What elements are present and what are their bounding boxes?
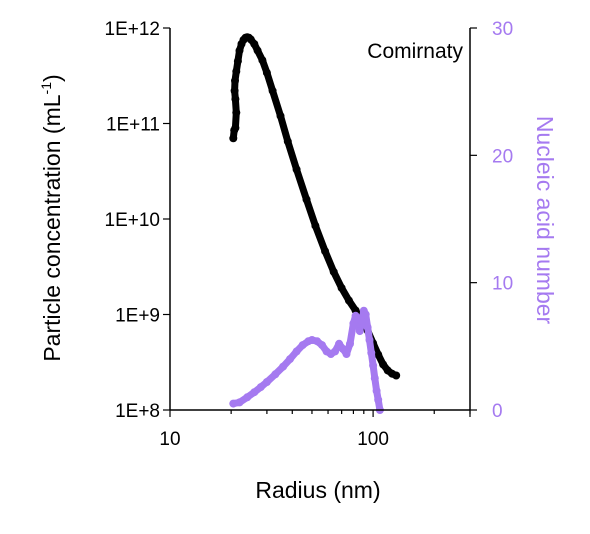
x-tick-label: 10 — [159, 429, 180, 450]
data-point — [262, 68, 271, 77]
data-point — [268, 86, 277, 95]
data-point — [286, 355, 294, 364]
data-point — [232, 67, 241, 76]
data-point — [243, 393, 252, 402]
data-point — [229, 399, 238, 408]
data-point — [369, 361, 378, 370]
y-left-axis-title: Particle concentration (mL-1) — [38, 74, 65, 361]
data-point — [250, 40, 259, 48]
y-left-tick-label: 1E+9 — [115, 306, 160, 327]
x-axis-title: Radius (nm) — [255, 477, 380, 503]
y-right-tick-label: 0 — [492, 401, 503, 422]
series-particle-concentration — [229, 33, 401, 380]
data-point — [374, 350, 383, 359]
data-point — [279, 362, 287, 371]
y-left-tick-label: 1E+8 — [115, 401, 160, 422]
data-point — [276, 111, 285, 120]
data-point — [337, 283, 346, 292]
y-left-axis-title-sup: -1 — [38, 82, 54, 95]
data-point — [292, 347, 301, 356]
data-point — [292, 165, 301, 174]
data-point — [262, 378, 271, 386]
y-left-axis-title-main: Particle concentration (mL — [39, 94, 65, 361]
data-point — [331, 347, 340, 356]
data-point — [321, 247, 330, 256]
data-point — [361, 310, 370, 319]
data-point — [232, 108, 241, 117]
data-point — [365, 336, 374, 344]
data-point — [311, 221, 320, 230]
y-left-axis-title-end: ) — [39, 74, 65, 82]
data-point — [357, 316, 366, 325]
data-point — [235, 398, 244, 407]
series-line — [229, 33, 400, 379]
y-right-tick-label: 30 — [492, 19, 513, 40]
data-point — [298, 341, 307, 350]
data-point — [342, 350, 351, 358]
data-point — [256, 383, 265, 392]
data-point — [329, 267, 338, 276]
y-right-tick-label: 10 — [492, 274, 513, 295]
data-point — [372, 386, 381, 395]
axes-layer: 10 100 1E+8 1E+9 1E+10 1E+11 1E+12 0 10 20 30 — [105, 19, 514, 450]
data-point — [235, 46, 244, 55]
data-point — [392, 371, 401, 380]
data-point — [346, 339, 354, 348]
data-point — [258, 56, 267, 65]
data-point — [253, 46, 262, 55]
series-nucleic-acid-number — [229, 306, 384, 414]
data-point — [271, 370, 280, 379]
data-point — [370, 374, 379, 383]
data-point — [230, 86, 239, 95]
y-right-axis-title: Nucleic acid number — [532, 116, 558, 325]
data-point — [355, 327, 364, 336]
data-point — [318, 341, 326, 350]
y-right-tick-label: 20 — [492, 146, 513, 167]
data-point — [231, 76, 239, 85]
data-point — [233, 57, 242, 66]
data-point — [250, 388, 259, 397]
data-point — [363, 323, 372, 332]
data-point — [302, 195, 311, 204]
x-tick-label: 100 — [357, 429, 389, 450]
data-point — [374, 395, 383, 404]
data-point — [229, 134, 238, 143]
data-point — [379, 360, 388, 369]
annotation-label: Comirnaty — [367, 40, 463, 63]
data-point — [283, 137, 292, 146]
y-left-tick-label: 1E+11 — [106, 115, 160, 136]
data-point — [344, 296, 353, 305]
data-point — [231, 123, 240, 132]
data-point — [231, 95, 240, 104]
y-left-tick-label: 1E+10 — [105, 210, 160, 231]
data-point — [367, 348, 376, 357]
series-layer — [229, 33, 401, 414]
y-left-tick-label: 1E+12 — [105, 19, 160, 40]
